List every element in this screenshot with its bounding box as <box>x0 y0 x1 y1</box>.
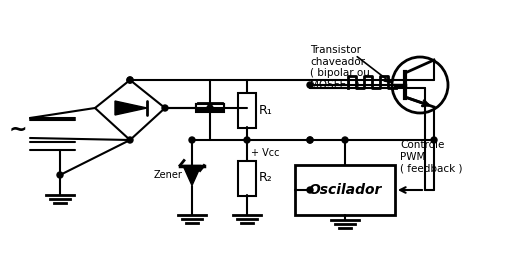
Circle shape <box>127 137 133 143</box>
Polygon shape <box>115 101 147 115</box>
Text: Oscilador: Oscilador <box>308 183 382 197</box>
Text: ~: ~ <box>9 120 28 140</box>
Bar <box>238 93 256 128</box>
Circle shape <box>307 137 313 143</box>
Circle shape <box>127 77 133 83</box>
Text: + Vcc: + Vcc <box>251 148 280 158</box>
Bar <box>196 104 224 108</box>
Text: Controle
PWM
( feedback ): Controle PWM ( feedback ) <box>400 140 462 173</box>
Circle shape <box>162 105 168 111</box>
Circle shape <box>307 137 313 143</box>
Text: R₂: R₂ <box>259 171 273 184</box>
Circle shape <box>189 137 195 143</box>
Circle shape <box>57 172 63 178</box>
Circle shape <box>127 77 133 83</box>
Circle shape <box>342 137 348 143</box>
Text: R₁: R₁ <box>259 104 273 116</box>
Bar <box>238 160 256 196</box>
Circle shape <box>207 105 213 111</box>
Circle shape <box>307 82 313 88</box>
Text: Zener: Zener <box>154 171 183 181</box>
Circle shape <box>307 187 313 193</box>
Bar <box>196 104 224 112</box>
Bar <box>295 165 395 215</box>
Circle shape <box>244 137 250 143</box>
Circle shape <box>431 137 437 143</box>
Text: Transistor
chaveador
( bipolar ou
MOSFET ): Transistor chaveador ( bipolar ou MOSFET… <box>310 45 370 90</box>
Polygon shape <box>183 165 201 186</box>
Circle shape <box>392 57 448 113</box>
